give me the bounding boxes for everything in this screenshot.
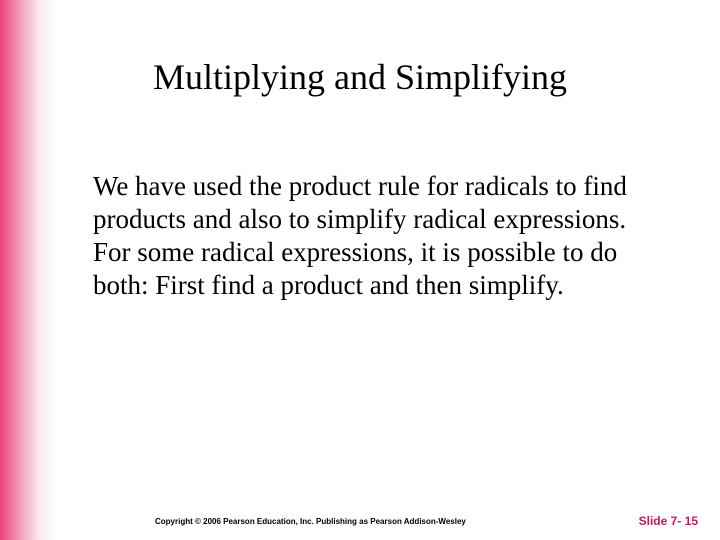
copyright-text: Copyright © 2006 Pearson Education, Inc.… xyxy=(155,517,466,526)
slide-content: Multiplying and Simplifying We have used… xyxy=(0,0,720,540)
page-title: Multiplying and Simplifying xyxy=(0,56,720,98)
slide-number: Slide 7- 15 xyxy=(639,514,698,528)
slide-number-value: 15 xyxy=(685,514,698,528)
slide-number-label: Slide 7- xyxy=(639,514,685,528)
body-paragraph: We have used the product rule for radica… xyxy=(93,170,633,302)
